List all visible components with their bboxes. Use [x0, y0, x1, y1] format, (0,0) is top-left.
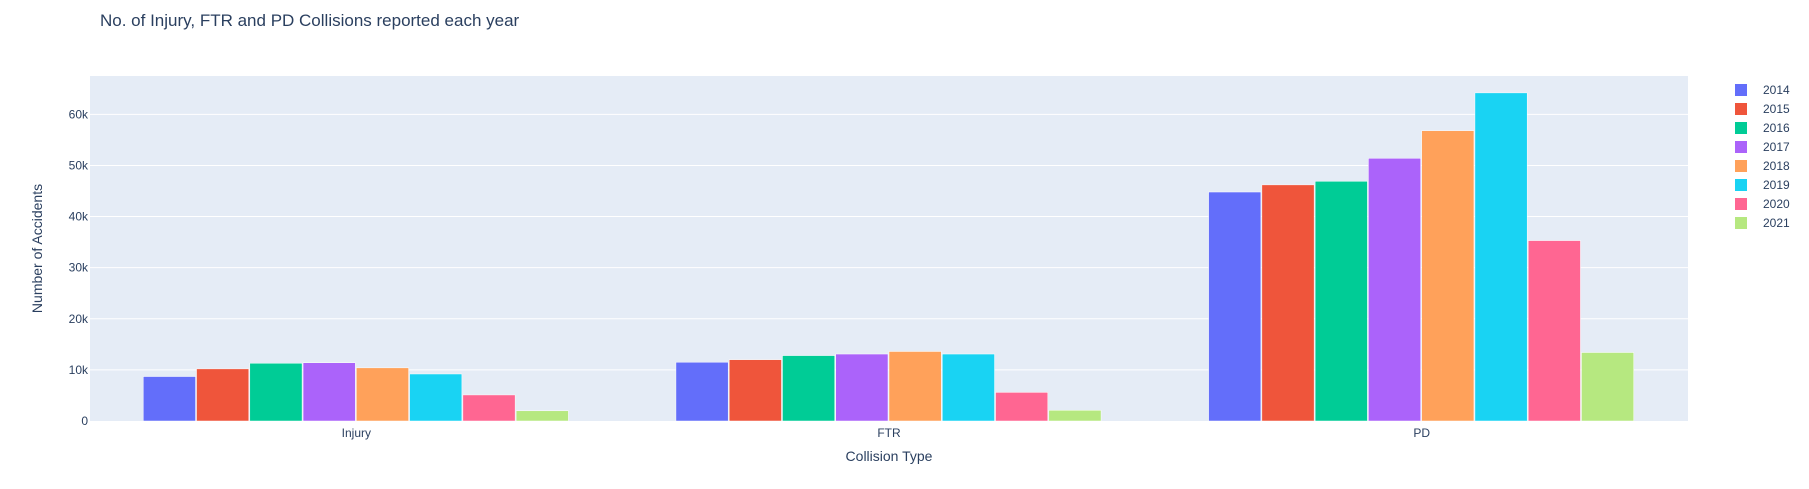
- legend-swatch: [1735, 122, 1747, 134]
- x-tick-label: FTR: [877, 426, 901, 440]
- bar-2014-pd[interactable]: [1208, 191, 1262, 422]
- y-tick-label: 40k: [69, 210, 89, 224]
- bar-2014-injury[interactable]: [143, 376, 196, 422]
- y-tick-label: 50k: [69, 158, 89, 172]
- legend-label: 2018: [1763, 159, 1790, 173]
- bar-2019-ftr[interactable]: [942, 353, 995, 422]
- legend-swatch: [1735, 179, 1747, 191]
- y-tick-label: 0: [81, 414, 88, 428]
- y-axis-title: Number of Accidents: [29, 184, 45, 313]
- bar-2017-pd[interactable]: [1368, 158, 1421, 422]
- x-axis-title: Collision Type: [846, 448, 933, 464]
- x-axis-ticks: Injury FTR PD: [342, 426, 1431, 440]
- legend-label: 2014: [1763, 83, 1790, 97]
- bar-2018-injury[interactable]: [356, 367, 409, 422]
- legend-label: 2017: [1763, 140, 1790, 154]
- chart-title: No. of Injury, FTR and PD Collisions rep…: [100, 11, 520, 30]
- legend-label: 2019: [1763, 178, 1790, 192]
- bar-2020-pd[interactable]: [1527, 240, 1581, 422]
- y-tick-label: 10k: [69, 363, 89, 377]
- bar-2020-injury[interactable]: [462, 394, 516, 422]
- legend-item-2018[interactable]: 2018: [1735, 159, 1790, 173]
- legend-item-2020[interactable]: 2020: [1735, 197, 1790, 211]
- bars: [143, 92, 1634, 422]
- bar-2016-injury[interactable]: [249, 362, 303, 422]
- bar-2019-pd[interactable]: [1474, 92, 1528, 422]
- legend-label: 2021: [1763, 216, 1790, 230]
- bar-2020-ftr[interactable]: [995, 392, 1049, 422]
- legend-item-2017[interactable]: 2017: [1735, 140, 1790, 154]
- legend-swatch: [1735, 103, 1747, 115]
- legend-label: 2015: [1763, 102, 1790, 116]
- legend-swatch: [1735, 217, 1747, 229]
- legend-swatch: [1735, 84, 1747, 96]
- y-axis-ticks: 0 10k 20k 30k 40k 50k 60k: [69, 107, 89, 428]
- bar-2021-ftr[interactable]: [1048, 410, 1102, 422]
- bar-2021-injury[interactable]: [515, 410, 569, 422]
- bar-2017-injury[interactable]: [302, 362, 356, 422]
- legend-item-2014[interactable]: 2014: [1735, 83, 1790, 97]
- legend-label: 2016: [1763, 121, 1790, 135]
- bar-2015-injury[interactable]: [196, 368, 250, 422]
- bar-2019-injury[interactable]: [409, 373, 463, 422]
- y-tick-label: 20k: [69, 312, 89, 326]
- y-tick-label: 60k: [69, 107, 89, 121]
- legend-swatch: [1735, 141, 1747, 153]
- legend-item-2016[interactable]: 2016: [1735, 121, 1790, 135]
- legend-label: 2020: [1763, 197, 1790, 211]
- x-tick-label: Injury: [342, 426, 371, 440]
- bar-2015-pd[interactable]: [1261, 184, 1315, 422]
- bar-2018-ftr[interactable]: [888, 351, 942, 422]
- bar-2021-pd[interactable]: [1581, 352, 1634, 422]
- bar-2017-ftr[interactable]: [835, 353, 889, 422]
- x-tick-label: PD: [1413, 426, 1430, 440]
- bar-2016-ftr[interactable]: [782, 355, 835, 422]
- legend-item-2021[interactable]: 2021: [1735, 216, 1790, 230]
- legend-item-2015[interactable]: 2015: [1735, 102, 1790, 116]
- legend-item-2019[interactable]: 2019: [1735, 178, 1790, 192]
- bar-2015-ftr[interactable]: [728, 359, 782, 422]
- legend-swatch: [1735, 160, 1747, 172]
- legend-swatch: [1735, 198, 1747, 210]
- bar-2016-pd[interactable]: [1314, 181, 1368, 422]
- bar-2014-ftr[interactable]: [675, 361, 729, 422]
- legend[interactable]: 2014 2015 2016 2017 2018 2019 2020 2021: [1735, 83, 1790, 230]
- bar-2018-pd[interactable]: [1421, 130, 1475, 422]
- y-tick-label: 30k: [69, 261, 89, 275]
